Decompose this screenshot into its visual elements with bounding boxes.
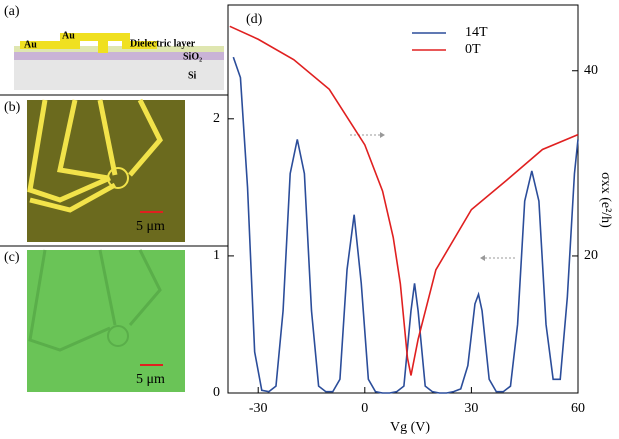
dielectric-layer bbox=[14, 46, 224, 52]
micrograph bbox=[27, 250, 185, 392]
material-label: SiO₂ bbox=[183, 51, 202, 62]
scale-label: 5 μm bbox=[136, 219, 165, 234]
sample-ring bbox=[107, 167, 129, 189]
material-label: Au bbox=[24, 39, 37, 50]
au-via bbox=[98, 33, 108, 53]
panel-a: (a) Au Au Dielectric layer SiO₂ Si bbox=[4, 4, 224, 90]
sio2-layer bbox=[14, 52, 224, 60]
material-label: Si bbox=[188, 70, 197, 81]
y2-axis-label: σxx (e²/h) bbox=[598, 172, 613, 228]
data-line bbox=[229, 25, 579, 376]
data-line bbox=[232, 56, 579, 394]
au-left bbox=[20, 41, 80, 49]
electrodes bbox=[27, 98, 163, 213]
x-tick-label: 60 bbox=[571, 401, 585, 416]
panel-c: (c) 5 μm bbox=[4, 249, 185, 392]
y-tick-label: 2 bbox=[213, 111, 220, 126]
plot-frame bbox=[227, 4, 579, 394]
electrodes bbox=[28, 249, 162, 352]
material-label: Au bbox=[62, 30, 75, 41]
panel-b: (b) 5 μm bbox=[4, 98, 185, 242]
x-axis-label: Vg (V) bbox=[390, 420, 430, 435]
sample-ring bbox=[107, 325, 129, 347]
scale-label: 5 μm bbox=[136, 372, 165, 387]
y2-tick-label: 40 bbox=[584, 63, 598, 78]
panel-label: (a) bbox=[4, 4, 20, 19]
panel-label: (c) bbox=[4, 250, 20, 265]
y-tick-label: 0 bbox=[213, 385, 220, 400]
legend-label: 14T bbox=[465, 25, 488, 40]
au-top bbox=[60, 33, 130, 41]
x-tick-label: 30 bbox=[464, 401, 478, 416]
au-right bbox=[122, 41, 157, 49]
si-layer bbox=[14, 60, 224, 90]
arrow-head bbox=[380, 132, 385, 138]
y2-tick-label: 20 bbox=[584, 248, 598, 263]
x-tick-label: -30 bbox=[249, 401, 268, 416]
legend-label: 0T bbox=[465, 42, 481, 57]
arrow-head bbox=[480, 255, 485, 261]
y-tick-label: 1 bbox=[213, 248, 220, 263]
panel-label: (d) bbox=[246, 12, 263, 27]
x-tick-label: 0 bbox=[361, 401, 368, 416]
panel-label: (b) bbox=[4, 100, 21, 115]
material-label: Dielectric layer bbox=[130, 38, 196, 49]
